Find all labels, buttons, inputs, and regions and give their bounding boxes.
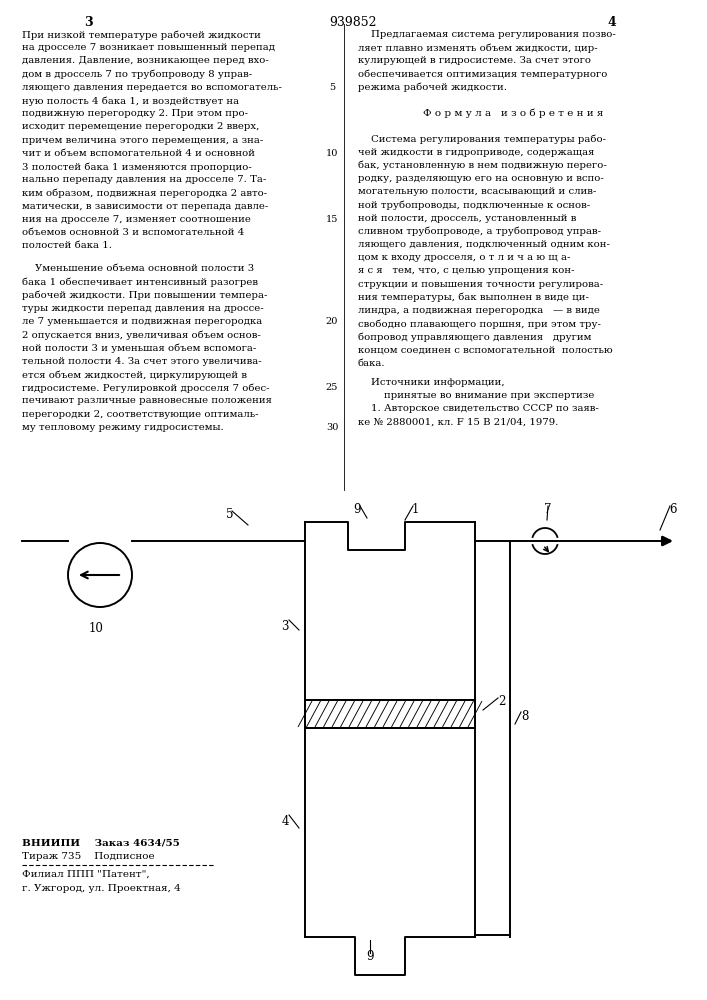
- Text: ется объем жидкостей, циркулирующей в: ется объем жидкостей, циркулирующей в: [22, 370, 247, 379]
- Text: родку, разделяющую его на основную и вспо-: родку, разделяющую его на основную и всп…: [358, 174, 604, 183]
- Text: я с я   тем, что, с целью упрощения кон-: я с я тем, что, с целью упрощения кон-: [358, 266, 575, 275]
- Text: 30: 30: [326, 423, 338, 432]
- Text: 9: 9: [366, 950, 374, 963]
- Text: 2 опускается вниз, увеличивая объем основ-: 2 опускается вниз, увеличивая объем осно…: [22, 330, 261, 340]
- Text: При низкой температуре рабочей жидкости: При низкой температуре рабочей жидкости: [22, 30, 261, 39]
- Text: 4: 4: [607, 16, 617, 29]
- Text: 25: 25: [326, 383, 338, 392]
- Text: ной полости, дроссель, установленный в: ной полости, дроссель, установленный в: [358, 214, 576, 223]
- Text: матически, в зависимости от перепада давле-: матически, в зависимости от перепада дав…: [22, 202, 268, 211]
- Text: ким образом, подвижная перегородка 2 авто-: ким образом, подвижная перегородка 2 авт…: [22, 188, 267, 198]
- Text: Ф о р м у л а   и з о б р е т е н и я: Ф о р м у л а и з о б р е т е н и я: [423, 108, 603, 117]
- Text: полостей бака 1.: полостей бака 1.: [22, 241, 112, 250]
- Text: г. Ужгород, ул. Проектная, 4: г. Ужгород, ул. Проектная, 4: [22, 884, 181, 893]
- Text: Система регулирования температуры рабо-: Система регулирования температуры рабо-: [358, 134, 606, 144]
- Text: чей жидкости в гидроприводе, содержащая: чей жидкости в гидроприводе, содержащая: [358, 148, 595, 157]
- Text: концом соединен с вспомогательной  полостью: концом соединен с вспомогательной полост…: [358, 346, 613, 355]
- Text: 3 полостей бака 1 изменяются пропорцио-: 3 полостей бака 1 изменяются пропорцио-: [22, 162, 252, 172]
- Text: дом в дроссель 7 по трубопроводу 8 управ-: дом в дроссель 7 по трубопроводу 8 управ…: [22, 70, 252, 79]
- Text: тельной полости 4. За счет этого увеличива-: тельной полости 4. За счет этого увеличи…: [22, 357, 262, 366]
- Text: 6: 6: [670, 503, 677, 516]
- Text: 3: 3: [281, 620, 288, 633]
- Text: бака.: бака.: [358, 359, 385, 368]
- Text: линдра, а подвижная перегородка   — в виде: линдра, а подвижная перегородка — в виде: [358, 306, 600, 315]
- Text: 7: 7: [544, 503, 551, 516]
- Text: рабочей жидкости. При повышении темпера-: рабочей жидкости. При повышении темпера-: [22, 291, 267, 300]
- Text: 4: 4: [281, 815, 288, 828]
- Text: ляющего давления, подключенный одним кон-: ляющего давления, подключенный одним кон…: [358, 240, 610, 249]
- Text: 20: 20: [326, 317, 338, 326]
- Text: кулирующей в гидросистеме. За счет этого: кулирующей в гидросистеме. За счет этого: [358, 56, 591, 65]
- Text: печивают различные равновесные положения: печивают различные равновесные положения: [22, 396, 272, 405]
- Text: могательную полости, всасывающий и слив-: могательную полости, всасывающий и слив-: [358, 187, 596, 196]
- Text: Источники информации,: Источники информации,: [358, 378, 505, 387]
- Text: цом к входу дросселя, о т л и ч а ю щ а-: цом к входу дросселя, о т л и ч а ю щ а-: [358, 253, 571, 262]
- Text: на дросселе 7 возникает повышенный перепад: на дросселе 7 возникает повышенный переп…: [22, 43, 275, 52]
- Text: 3: 3: [83, 16, 93, 29]
- Text: ную полость 4 бака 1, и воздействует на: ную полость 4 бака 1, и воздействует на: [22, 96, 239, 105]
- Text: 15: 15: [326, 215, 338, 224]
- Text: бак, установленную в нем подвижную перего-: бак, установленную в нем подвижную перег…: [358, 161, 607, 170]
- Text: ле 7 уменьшается и подвижная перегородка: ле 7 уменьшается и подвижная перегородка: [22, 317, 262, 326]
- Text: нально перепаду давления на дросселе 7. Та-: нально перепаду давления на дросселе 7. …: [22, 175, 267, 184]
- Text: 10: 10: [326, 149, 338, 158]
- Text: ВНИИПИ    Заказ 4634/55: ВНИИПИ Заказ 4634/55: [22, 838, 180, 847]
- Text: 1: 1: [411, 503, 419, 516]
- Text: принятые во внимание при экспертизе: принятые во внимание при экспертизе: [358, 391, 595, 400]
- Text: бопровод управляющего давления   другим: бопровод управляющего давления другим: [358, 332, 591, 342]
- Text: Тираж 735    Подписное: Тираж 735 Подписное: [22, 852, 155, 861]
- Text: чит и объем вспомогательной 4 и основной: чит и объем вспомогательной 4 и основной: [22, 149, 255, 158]
- Text: обеспечивается оптимизация температурного: обеспечивается оптимизация температурног…: [358, 70, 607, 79]
- Text: 5: 5: [226, 508, 234, 521]
- Text: перегородки 2, соответствующие оптималь-: перегородки 2, соответствующие оптималь-: [22, 410, 259, 419]
- Text: ной полости 3 и уменьшая объем вспомога-: ной полости 3 и уменьшая объем вспомога-: [22, 344, 256, 353]
- Text: ния температуры, бак выполнен в виде ци-: ния температуры, бак выполнен в виде ци-: [358, 293, 589, 302]
- Text: объемов основной 3 и вспомогательной 4: объемов основной 3 и вспомогательной 4: [22, 228, 244, 237]
- Text: 2: 2: [498, 695, 506, 708]
- Text: исходит перемещение перегородки 2 вверх,: исходит перемещение перегородки 2 вверх,: [22, 122, 259, 131]
- Text: бака 1 обеспечивает интенсивный разогрев: бака 1 обеспечивает интенсивный разогрев: [22, 278, 258, 287]
- Text: режима рабочей жидкости.: режима рабочей жидкости.: [358, 83, 507, 92]
- Text: му тепловому режиму гидросистемы.: му тепловому режиму гидросистемы.: [22, 423, 223, 432]
- Text: Предлагаемая система регулирования позво-: Предлагаемая система регулирования позво…: [358, 30, 616, 39]
- Text: 1. Авторское свидетельство СССР по заяв-: 1. Авторское свидетельство СССР по заяв-: [358, 404, 599, 413]
- Text: ке № 2880001, кл. F 15 В 21/04, 1979.: ке № 2880001, кл. F 15 В 21/04, 1979.: [358, 418, 559, 427]
- Text: 10: 10: [88, 622, 103, 635]
- Text: ния на дросселе 7, изменяет соотношение: ния на дросселе 7, изменяет соотношение: [22, 215, 251, 224]
- Text: гидросистеме. Регулировкой дросселя 7 обес-: гидросистеме. Регулировкой дросселя 7 об…: [22, 383, 269, 393]
- Text: струкции и повышения точности регулирова-: струкции и повышения точности регулирова…: [358, 280, 603, 289]
- Text: туры жидкости перепад давления на дроссе-: туры жидкости перепад давления на дроссе…: [22, 304, 264, 313]
- Text: ной трубопроводы, подключенные к основ-: ной трубопроводы, подключенные к основ-: [358, 200, 590, 210]
- Text: 9: 9: [354, 503, 361, 516]
- Text: подвижную перегородку 2. При этом про-: подвижную перегородку 2. При этом про-: [22, 109, 248, 118]
- Text: 939852: 939852: [329, 16, 378, 29]
- Text: 5: 5: [329, 83, 335, 92]
- Text: ляющего давления передается во вспомогатель-: ляющего давления передается во вспомогат…: [22, 83, 282, 92]
- Text: свободно плавающего поршня, при этом тру-: свободно плавающего поршня, при этом тру…: [358, 319, 601, 329]
- Text: сливном трубопроводе, а трубопровод управ-: сливном трубопроводе, а трубопровод упра…: [358, 227, 601, 236]
- Text: причем величина этого перемещения, а зна-: причем величина этого перемещения, а зна…: [22, 136, 263, 145]
- Text: Филиал ППП "Патент",: Филиал ППП "Патент",: [22, 870, 150, 879]
- Text: 8: 8: [521, 710, 529, 723]
- Text: Уменьшение объема основной полости 3: Уменьшение объема основной полости 3: [22, 264, 255, 273]
- Text: давления. Давление, возникающее перед вхо-: давления. Давление, возникающее перед вх…: [22, 56, 269, 65]
- Text: ляет плавно изменять объем жидкости, цир-: ляет плавно изменять объем жидкости, цир…: [358, 43, 597, 53]
